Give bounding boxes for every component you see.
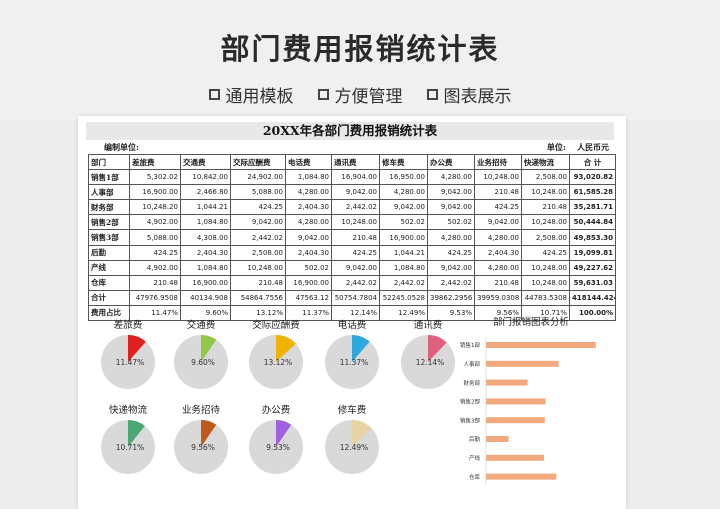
column-header: 修车费 xyxy=(379,153,428,171)
pie-data-label: 9.56% xyxy=(191,443,215,452)
page-title: 部门费用报销统计表 xyxy=(220,32,500,66)
checkbox-icon xyxy=(426,89,438,100)
feature-item: 通用模板 xyxy=(208,82,294,107)
pie-slice xyxy=(428,335,447,362)
prepared-by-label: 编制单位: xyxy=(104,142,139,152)
pie-slice xyxy=(201,335,217,362)
pie-title: 业务招待 xyxy=(181,405,220,416)
pie-data-label: 12.49% xyxy=(340,443,369,452)
total-row: 合计 47976.9508 40134.908 54864.7556 47563.12 5… xyxy=(88,289,616,306)
table-row: 销售2部 4,902.00 1,084.80 9,042.00 4,280.00 10,2… xyxy=(88,214,616,231)
table-row: 销售1部 5,302.02 10,842.00 24,902.00 1,084.80 16… xyxy=(88,169,616,186)
feature-label: 通用模板 xyxy=(225,87,294,107)
pie-title: 差旅费 xyxy=(113,320,143,331)
bar xyxy=(486,454,545,461)
feature-label: 图表展示 xyxy=(443,87,512,107)
bar-category-label: 销售3部 xyxy=(460,416,480,424)
feature-item: 图表展示 xyxy=(426,82,512,107)
pie-slice xyxy=(276,420,292,447)
pie-title: 修车费 xyxy=(337,405,367,416)
bar-category-label: 仓库 xyxy=(469,473,481,481)
pie-title: 快递物流 xyxy=(108,405,147,416)
feature-list: 通用模板 方便管理 图表展示 xyxy=(0,82,720,107)
column-header: 业务招待 xyxy=(474,153,522,171)
bar xyxy=(486,436,509,442)
feature-item: 方便管理 xyxy=(317,82,403,107)
pie-title: 交通费 xyxy=(186,320,216,331)
unit-label: 单位: xyxy=(546,142,566,152)
total-cell: 100.00% xyxy=(569,304,616,322)
bar xyxy=(486,360,559,367)
bar-chart-title: 部门报销图表分析 xyxy=(493,317,570,328)
pie-title: 交际应酬费 xyxy=(252,320,300,331)
feature-label: 方便管理 xyxy=(334,87,403,107)
table-row: 仓库 210.48 16,900.00 210.48 16,900.00 2,442.02… xyxy=(88,274,616,291)
pie-slice xyxy=(352,335,370,362)
ratio-row: 费用占比 11.47% 9.60% 13.12% 11.37% 12.14% 12.49% 9… xyxy=(88,304,616,322)
pie-title: 电话费 xyxy=(337,320,367,331)
bar-category-label: 销售2部 xyxy=(460,398,480,406)
table-cell: 12.14% xyxy=(331,304,380,322)
pie-data-label: 9.53% xyxy=(266,443,290,452)
pie-data-label: 13.12% xyxy=(264,358,293,367)
bar-category-label: 后勤 xyxy=(469,435,481,443)
table-header-row: 部门 差旅费 交通费 交际应酬费 电话费 通讯费 修车费 办公费 业务招待 快递… xyxy=(88,153,616,171)
table-cell: 9.56% xyxy=(474,304,522,322)
pie-slice xyxy=(352,420,372,447)
column-header: 电话费 xyxy=(285,153,332,171)
pie-title: 办公费 xyxy=(261,405,291,416)
pie-data-label: 10.71% xyxy=(116,443,145,452)
pie-slice xyxy=(276,335,296,362)
pie-data-label: 9.60% xyxy=(191,358,215,367)
pie-data-label: 12.14% xyxy=(416,358,445,367)
bar-category-label: 人事部 xyxy=(463,360,480,368)
pie-title: 通讯费 xyxy=(413,320,443,331)
column-header: 交通费 xyxy=(180,153,231,171)
unit-value: 人民币元 xyxy=(577,142,609,152)
spreadsheet-preview: 20XX年各部门费用报销统计表 编制单位: 单位: 人民币元 部门 差旅费 交通… xyxy=(78,116,626,509)
bar xyxy=(486,342,596,348)
sheet-title: 20XX年各部门费用报销统计表 xyxy=(86,122,614,140)
bar xyxy=(486,473,557,480)
pie-data-label: 11.37% xyxy=(340,358,369,367)
table-row: 财务部 10,248.20 1,044.21 424.25 2,404.30 2,442.… xyxy=(88,199,616,216)
bar-category-label: 销售1部 xyxy=(460,341,480,349)
charts-area: 11.47% 9.60% 13.12% 11.37% 12.14% 10.71% 9.56%… xyxy=(101,335,596,485)
table-cell: 9.53% xyxy=(427,304,475,322)
bar xyxy=(486,379,528,386)
pie-slice xyxy=(128,420,145,447)
page-header-background xyxy=(0,0,720,120)
bar xyxy=(486,398,546,405)
pie-data-label: 11.47% xyxy=(116,358,145,367)
table-row: 产线 4,902.00 1,084.80 10,248.00 502.02 9,042.0… xyxy=(88,259,616,276)
checkbox-icon xyxy=(208,89,220,100)
checkbox-icon xyxy=(317,89,329,100)
unit-info: 单位: 人民币元 xyxy=(547,142,609,153)
pie-slice xyxy=(201,420,217,447)
column-header: 快递物流 xyxy=(521,153,570,171)
table-cell: 9.60% xyxy=(180,304,231,322)
bar-category-label: 财务部 xyxy=(463,379,480,387)
table-body: 销售1部 5,302.02 10,842.00 24,902.00 1,084.80 16… xyxy=(88,169,616,322)
pie-slice xyxy=(128,335,146,362)
bar-category-label: 产线 xyxy=(469,454,481,462)
expense-table: 部门 差旅费 交通费 交际应酬费 电话费 通讯费 修车费 办公费 业务招待 快递… xyxy=(88,153,616,322)
bar xyxy=(486,417,545,424)
column-header: 差旅费 xyxy=(129,153,181,171)
sheet-meta: 编制单位: 单位: 人民币元 xyxy=(88,142,615,153)
